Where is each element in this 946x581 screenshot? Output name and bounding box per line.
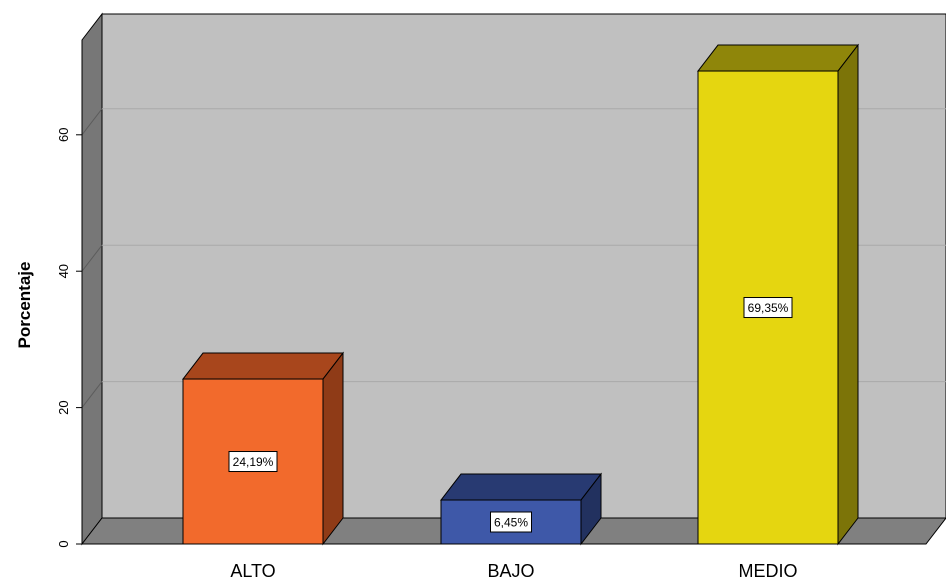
x-tick-label-medio: MEDIO: [738, 561, 797, 581]
data-label-bajo: 6,45%: [490, 511, 532, 533]
y-tick-label-20: 20: [56, 400, 71, 414]
x-tick-label-bajo: BAJO: [487, 561, 534, 581]
data-label-medio: 69,35%: [743, 297, 793, 319]
bar-top-medio: [696, 44, 860, 72]
bar-top-alto: [181, 352, 345, 380]
y-tick-label-40: 40: [56, 264, 71, 278]
data-label-alto: 24,19%: [228, 451, 278, 473]
bar-medio: [696, 43, 860, 546]
y-axis-label: Porcentaje: [15, 262, 34, 349]
y-tick-label-0: 0: [56, 540, 71, 547]
data-label-text: 69,35%: [748, 301, 789, 315]
data-label-box: [228, 451, 278, 473]
wall-gridline-20: [81, 381, 103, 408]
wall-gridline-40: [81, 244, 103, 272]
wall-gridline-60: [81, 108, 103, 136]
data-label-box: [490, 511, 532, 533]
bar-side-medio: [837, 43, 859, 546]
y-axis: 0 20 40 60: [56, 40, 83, 548]
left-wall: [81, 12, 103, 546]
x-axis: ALTO BAJO MEDIO: [230, 561, 797, 581]
bar-alto: [181, 351, 345, 546]
data-label-text: 6,45%: [494, 516, 528, 530]
data-label-text: 24,19%: [233, 455, 274, 469]
data-labels: 24,19% 6,45% 69,35%: [228, 297, 793, 533]
bar-side-alto: [322, 351, 344, 546]
bar-bajo: [439, 472, 603, 546]
bar-top-bajo: [439, 473, 603, 501]
x-tick-label-alto: ALTO: [230, 561, 275, 581]
data-label-box: [743, 297, 793, 319]
y-tick-label-60: 60: [56, 128, 71, 142]
